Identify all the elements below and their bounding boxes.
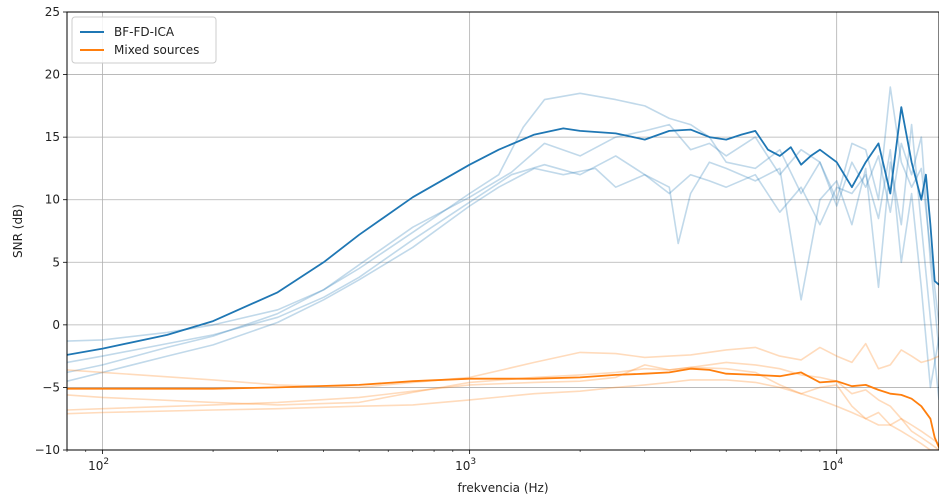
main-lines xyxy=(67,106,939,448)
legend-label-mixed-sources: Mixed sources xyxy=(114,43,199,57)
plot-frame xyxy=(66,11,939,451)
x-axis-label: frekvencia (Hz) xyxy=(457,481,548,495)
y-axis-label: SNR (dB) xyxy=(11,204,25,258)
series-line xyxy=(67,106,939,356)
faint-lines xyxy=(67,86,939,450)
series-line xyxy=(67,367,939,448)
y-tick-label: −5 xyxy=(42,380,60,394)
faint-series-line xyxy=(67,361,939,445)
y-tick-label: 10 xyxy=(45,193,60,207)
plot-background xyxy=(67,12,939,450)
y-axis-ticks: −10 −5 0 5 10 15 20 25 xyxy=(35,5,67,457)
legend: BF-FD-ICA Mixed sources xyxy=(71,16,217,64)
x-axis-ticks: 102 103 104 xyxy=(66,450,843,473)
x-tick-label: 103 xyxy=(455,457,476,473)
legend-label-bf-fd-ica: BF-FD-ICA xyxy=(114,25,175,39)
x-tick-label: 104 xyxy=(822,457,843,473)
x-tick-label: 102 xyxy=(88,457,109,473)
faint-series-line xyxy=(67,123,939,374)
faint-series-line xyxy=(67,86,939,342)
y-tick-label: 20 xyxy=(45,68,60,82)
faint-series-line xyxy=(67,342,939,389)
faint-series-line xyxy=(67,379,939,450)
y-tick-label: 5 xyxy=(52,255,60,269)
y-tick-label: 15 xyxy=(45,130,60,144)
faint-series-line xyxy=(67,123,939,400)
y-tick-label: −10 xyxy=(35,443,60,457)
legend-box xyxy=(71,16,217,64)
faint-series-line xyxy=(67,148,939,389)
y-tick-label: 25 xyxy=(45,5,60,19)
y-tick-label: 0 xyxy=(52,318,60,332)
faint-series-line xyxy=(67,366,939,450)
